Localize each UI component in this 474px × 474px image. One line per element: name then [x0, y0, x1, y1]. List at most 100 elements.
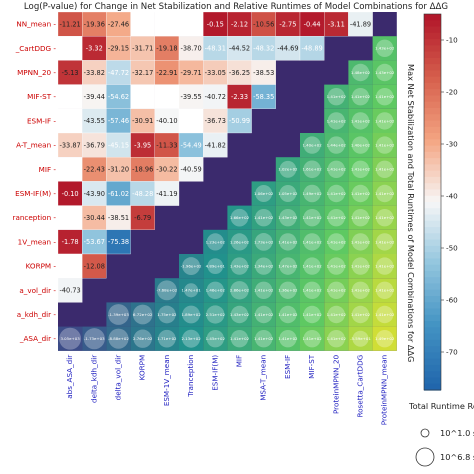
runtime-bubble: [182, 329, 201, 348]
colorbar-segment: [424, 346, 441, 353]
runtime-cell: [372, 181, 397, 206]
colorbar-segment: [424, 145, 441, 153]
colorbar-tick-label: -30: [446, 140, 458, 149]
runtime-bubble: [303, 209, 321, 227]
runtime-label: 1.40e+02: [351, 143, 371, 148]
row-labels: NN_mean - _CartDDG - MPNN_20 - MIF-ST - ESM-…: [13, 20, 57, 344]
pvalue-label: -32.17: [132, 69, 153, 77]
runtime-cell: [130, 302, 155, 327]
pvalue-cell: [203, 132, 228, 158]
runtime-label: 1.41e+02: [327, 336, 347, 341]
colorbar-segment: [424, 20, 441, 28]
colorbar-segment: [424, 164, 441, 172]
pvalue-label: -38.51: [108, 214, 129, 222]
runtime-bubble: [132, 304, 153, 325]
runtime-bubble: [279, 160, 297, 178]
runtime-label: 1.05e+02: [278, 191, 298, 196]
pvalue-label: -1.78: [62, 238, 79, 246]
runtime-cell: [372, 326, 397, 351]
runtime-bubble: [327, 112, 345, 130]
runtime-bubble: [327, 305, 345, 324]
row-label: a_kdh_dir -: [17, 310, 57, 319]
colorbar-segment: [424, 364, 441, 372]
pvalue-cell: [82, 132, 107, 158]
pvalue-cell: [154, 157, 180, 182]
runtime-label: 1.45e+02: [206, 336, 226, 341]
runtime-bubble: [376, 209, 394, 227]
runtime-label: 1.47e+01: [181, 288, 201, 293]
colorbar-segment: [424, 82, 441, 90]
colorbar-segment: [424, 26, 441, 34]
runtime-label: 1.41e+02: [278, 312, 298, 317]
runtime-cell: [106, 326, 131, 351]
colorbar-segment: [424, 151, 441, 159]
pvalue-label: -0.44: [304, 20, 321, 28]
runtime-label: 1.41e+02: [375, 239, 395, 244]
runtime-bubble: [351, 112, 370, 130]
runtime-cell: [300, 278, 325, 303]
pvalue-cell: [57, 11, 83, 37]
colorbar-segment: [424, 233, 441, 241]
runtime-label: 1.71e+02: [157, 336, 177, 341]
runtime-label: 1.47e+02: [278, 264, 298, 269]
runtime-label: 1.41e+02: [278, 336, 298, 341]
pvalue-label: -48.31: [205, 45, 226, 53]
pvalue-cell: [178, 11, 204, 37]
runtime-label: 1.44e+02: [327, 143, 347, 148]
runtime-label: 1.41e+02: [327, 215, 347, 220]
colorbar-segment: [424, 371, 441, 379]
runtime-bubble: [108, 304, 129, 325]
pvalue-cell: [82, 108, 107, 134]
colorbar-segment: [424, 57, 441, 65]
runtime-bubble: [351, 209, 370, 227]
runtime-label: 1.41e+02: [351, 118, 371, 123]
colorbar-tick-label: -50: [446, 244, 458, 253]
runtime-cell: [203, 254, 228, 279]
pvalue-cell: [57, 181, 83, 206]
runtime-bubble: [206, 329, 225, 348]
runtime-bubble: [375, 39, 394, 58]
runtime-bubble: [255, 305, 273, 324]
runtime-bubble: [327, 184, 345, 203]
size-legend-small-marker: [420, 428, 430, 438]
colorbar-tick-label: -20: [446, 88, 458, 97]
pvalue-label: -2.75: [279, 20, 296, 28]
pvalue-label: -48.32: [253, 45, 274, 53]
pvalue-cell: [154, 11, 180, 37]
runtime-cell: [130, 326, 155, 351]
pvalue-cell: [348, 11, 373, 37]
runtime-cell: [227, 229, 252, 254]
colorbar-segment: [424, 120, 441, 128]
colorbar-segment: [424, 70, 441, 78]
runtime-bubble: [351, 136, 370, 154]
pvalue-cell: [82, 205, 107, 230]
pvalue-cell: [251, 60, 276, 85]
pvalue-label: -58.35: [253, 93, 274, 101]
runtime-cell: [372, 157, 397, 182]
runtime-bubble: [254, 233, 273, 251]
pvalue-label: -53.67: [84, 238, 105, 246]
runtime-label: 1.41e+02: [375, 143, 395, 148]
pvalue-cell: [57, 108, 83, 134]
runtime-label: 1.41e+02: [327, 167, 347, 172]
runtime-label: 1.41e+02: [302, 288, 322, 293]
runtime-cell: [275, 205, 300, 230]
colorbar-segment: [424, 64, 441, 71]
colorbar-segment: [424, 101, 441, 109]
runtime-bubble: [375, 329, 394, 348]
pvalue-label: -38.70: [180, 45, 201, 53]
runtime-cell: [300, 157, 325, 182]
runtime-label: 1.41e+02: [302, 336, 322, 341]
colorbar-segment: [424, 358, 441, 366]
column-label: delta_kdh_dir: [89, 355, 98, 403]
pvalue-cell: [82, 229, 107, 255]
pvalue-cell: [299, 11, 325, 37]
runtime-label: -5.59e+01: [350, 336, 371, 341]
runtime-label: 1.41e+02: [375, 94, 395, 99]
pvalue-cell: [275, 36, 301, 61]
runtime-bubble: [351, 233, 370, 251]
runtime-cell: [372, 84, 397, 109]
runtime-bubble: [279, 185, 297, 202]
runtime-cell: [348, 84, 373, 109]
runtime-bubble: [327, 330, 345, 348]
